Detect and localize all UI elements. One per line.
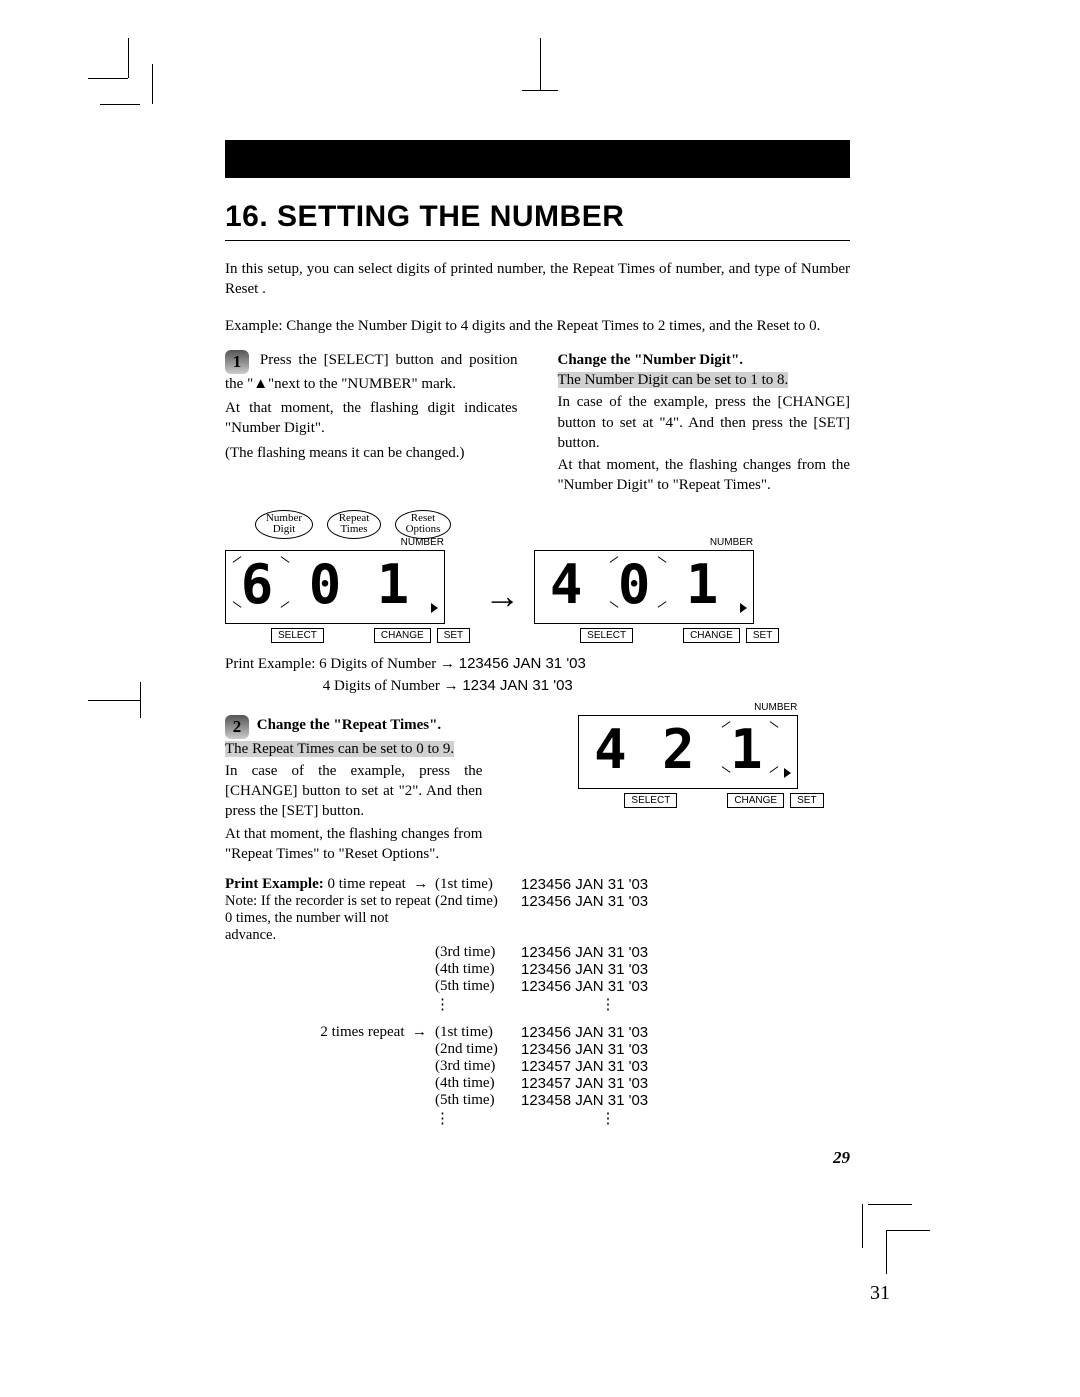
- step1-text-a: Press the [SELECT] button and position t…: [225, 352, 518, 392]
- time-0-2: (2nd time): [435, 893, 521, 944]
- repeat-range-highlight: The Repeat Times can be set to 0 to 9.: [225, 741, 454, 757]
- set-button-3[interactable]: SET: [790, 793, 823, 808]
- val-0-1: 123456 JAN 31 '03: [521, 876, 695, 893]
- section-title: 16. SETTING THE NUMBER: [225, 200, 850, 234]
- val-2-2: 123456 JAN 31 '03: [521, 1041, 695, 1058]
- lcd-before: NUMBER 6 0 1: [225, 550, 445, 624]
- step2-columns: 2 Change the "Repeat Times". The Repeat …: [225, 715, 850, 865]
- change-button[interactable]: CHANGE: [374, 628, 431, 643]
- print-example-1b: 123456 JAN 31 '03: [459, 655, 586, 672]
- step2-heading: Change the "Repeat Times".: [257, 717, 441, 733]
- lcd-left-group: NUMBER 6 0 1 SELECT CHANGE SET: [225, 550, 470, 643]
- lcd-right-group: NUMBER 4 0 1 SELECT CHANGE SET: [534, 550, 779, 643]
- time-2-5: (5th time): [435, 1092, 521, 1109]
- step2-left: 2 Change the "Repeat Times". The Repeat …: [225, 715, 482, 865]
- lcd-after-d2: 0: [617, 553, 659, 616]
- step2-p1: In case of the example, press the [CHANG…: [225, 761, 482, 822]
- step1-text-c: (The flashing means it can be changed.): [225, 443, 518, 463]
- time-2-2: (2nd time): [435, 1041, 521, 1058]
- callout-reset-options: Reset Options: [395, 510, 451, 539]
- page-number-italic: 29: [833, 1148, 850, 1168]
- title-rule: [225, 240, 850, 241]
- header-black-bar: [225, 140, 850, 178]
- time-0-3: (3rd time): [435, 944, 521, 961]
- step2-p2: At that moment, the flashing changes fro…: [225, 824, 482, 865]
- repeat-example-table: Print Example: 0 time repeat → (1st time…: [225, 876, 850, 1128]
- val-2-4: 123457 JAN 31 '03: [521, 1075, 695, 1092]
- change-button-3[interactable]: CHANGE: [727, 793, 784, 808]
- select-button-3[interactable]: SELECT: [624, 793, 677, 808]
- lcd-before-d1: 6: [240, 553, 282, 616]
- print-example-2b: 1234 JAN 31 '03: [462, 677, 572, 694]
- example-line: Example: Change the Number Digit to 4 di…: [225, 316, 850, 336]
- change-digit-heading: Change the "Number Digit".: [558, 350, 851, 370]
- triangle-icon-3: [784, 768, 791, 778]
- lcd-after-d1: 4: [549, 553, 591, 616]
- time-2-1: (1st time): [435, 1024, 521, 1041]
- lcd-step2: NUMBER 4 2 1: [578, 715, 798, 789]
- step2-right: NUMBER 4 2 1 SELECT CHANGE SET: [522, 715, 850, 865]
- time-0-1: (1st time): [435, 876, 521, 893]
- print-example-label: Print Example:: [225, 656, 315, 672]
- step1-right: Change the "Number Digit". The Number Di…: [558, 350, 851, 496]
- change-button-2[interactable]: CHANGE: [683, 628, 740, 643]
- val-2-3: 123457 JAN 31 '03: [521, 1058, 695, 1075]
- lcd-section: Number Digit Repeat Times Reset Options …: [225, 510, 850, 697]
- val-2-1: 123456 JAN 31 '03: [521, 1024, 695, 1041]
- lcd-after: NUMBER 4 0 1: [534, 550, 754, 624]
- page-number-outer: 31: [870, 1282, 890, 1305]
- change-digit-p1: In case of the example, press the [CHANG…: [558, 392, 851, 453]
- callout-repeat-times: Repeat Times: [327, 510, 381, 539]
- lcd-number-label-2: NUMBER: [710, 537, 753, 548]
- time-0-5: (5th time): [435, 978, 521, 995]
- select-button-2[interactable]: SELECT: [580, 628, 633, 643]
- lcd-after-d3: 1: [685, 553, 727, 616]
- triangle-icon: [431, 603, 438, 613]
- time-0-4: (4th time): [435, 961, 521, 978]
- repeat-note: Note: If the recorder is set to repeat 0…: [225, 893, 435, 944]
- repeat0-label: 0 time repeat: [328, 876, 406, 892]
- val-0-4: 123456 JAN 31 '03: [521, 961, 695, 978]
- page: 16. SETTING THE NUMBER In this setup, yo…: [225, 140, 850, 1128]
- val-0-5: 123456 JAN 31 '03: [521, 978, 695, 995]
- lcd3-d3: 1: [729, 718, 771, 781]
- step1-text-b: At that moment, the flashing digit indic…: [225, 398, 518, 439]
- time-2-4: (4th time): [435, 1075, 521, 1092]
- print-example-1a: 6 Digits of Number →: [319, 656, 455, 672]
- print-example-block: Print Example: 6 Digits of Number → 1234…: [225, 653, 850, 697]
- intro-paragraph: In this setup, you can select digits of …: [225, 259, 850, 300]
- lcd3-d1: 4: [593, 718, 635, 781]
- step2-badge: 2: [225, 715, 249, 739]
- callout-number-digit: Number Digit: [255, 510, 313, 539]
- repeat2-label: 2 times repeat: [320, 1024, 404, 1040]
- select-button[interactable]: SELECT: [271, 628, 324, 643]
- step1-columns: 1 Press the [SELECT] button and position…: [225, 350, 850, 496]
- lcd-number-label-3: NUMBER: [754, 702, 797, 713]
- change-digit-p2: At that moment, the flashing changes fro…: [558, 455, 851, 496]
- set-button-2[interactable]: SET: [746, 628, 779, 643]
- repeat-print-label: Print Example:: [225, 876, 324, 892]
- step1-badge: 1: [225, 350, 249, 374]
- digit-range-highlight: The Number Digit can be set to 1 to 8.: [558, 372, 789, 388]
- lcd-before-d2: 0: [308, 553, 350, 616]
- print-example-2a: 4 Digits of Number →: [323, 678, 459, 694]
- val-0-3: 123456 JAN 31 '03: [521, 944, 695, 961]
- arrow-icon: →: [484, 575, 520, 617]
- lcd-before-d3: 1: [376, 553, 418, 616]
- val-2-5: 123458 JAN 31 '03: [521, 1092, 695, 1109]
- step1-left: 1 Press the [SELECT] button and position…: [225, 350, 518, 496]
- lcd-number-label: NUMBER: [401, 537, 444, 548]
- lcd3-d2: 2: [661, 718, 703, 781]
- triangle-icon-2: [740, 603, 747, 613]
- time-2-3: (3rd time): [435, 1058, 521, 1075]
- val-0-2: 123456 JAN 31 '03: [521, 893, 695, 944]
- set-button[interactable]: SET: [437, 628, 470, 643]
